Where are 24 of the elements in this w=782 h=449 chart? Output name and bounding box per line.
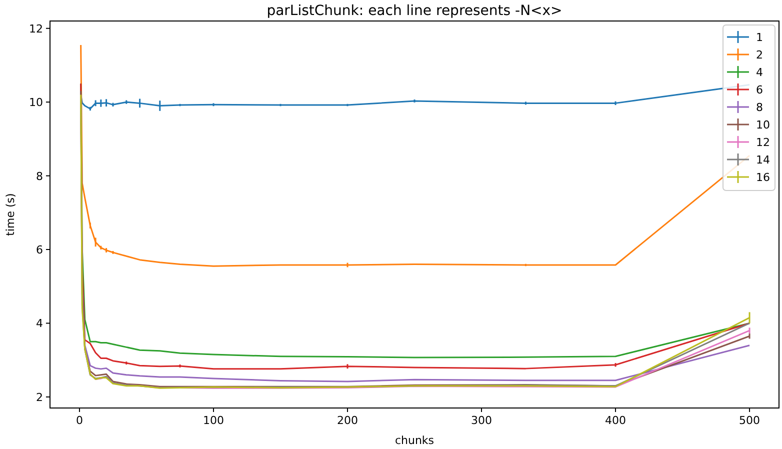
chart-title: parListChunk: each line represents -N<x> [266, 3, 562, 19]
legend-label: 2 [756, 48, 763, 62]
x-tick-label: 500 [739, 414, 760, 427]
y-tick-label: 2 [36, 390, 43, 404]
legend-label: 12 [756, 136, 770, 149]
x-tick-label: 100 [202, 414, 224, 427]
y-tick-label: 8 [36, 170, 43, 183]
x-tick-label: 200 [336, 414, 358, 427]
x-tick-label: 0 [76, 414, 83, 427]
legend-label: 10 [756, 118, 770, 132]
x-axis-title: chunks [394, 434, 434, 447]
legend-label: 1 [756, 31, 763, 44]
legend-label: 6 [756, 84, 763, 96]
y-axis-title: time (s) [4, 193, 17, 236]
legend-label: 4 [756, 66, 763, 79]
y-tick-label: 12 [29, 22, 43, 36]
x-tick-label: 300 [471, 414, 492, 427]
y-tick-label: 4 [36, 317, 43, 330]
legend-label: 8 [756, 101, 763, 114]
y-tick-label: 10 [29, 96, 43, 110]
y-tick-label: 6 [36, 244, 43, 257]
legend-label: 16 [756, 171, 770, 184]
legend-label: 14 [756, 154, 770, 166]
x-tick-label: 400 [605, 414, 626, 427]
